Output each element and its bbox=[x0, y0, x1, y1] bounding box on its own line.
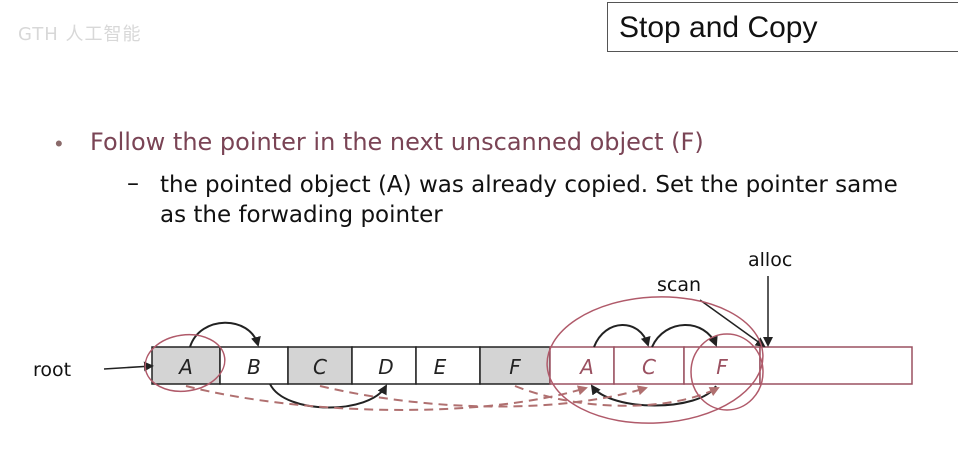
old-label-a: A bbox=[177, 355, 193, 379]
old-label-e: E bbox=[434, 355, 447, 379]
scan-arrow bbox=[699, 299, 766, 348]
scan-label: scan bbox=[657, 274, 701, 296]
pointer-a-to-b bbox=[189, 321, 261, 348]
sub-bullet-dash: – bbox=[127, 169, 139, 197]
root-label: root bbox=[33, 359, 71, 381]
new-cell-free bbox=[759, 346, 913, 385]
old-cell-e bbox=[415, 346, 481, 385]
new-label-c: C bbox=[642, 355, 656, 379]
old-cell-f bbox=[479, 346, 551, 385]
forwarding-pointer-c bbox=[319, 385, 648, 408]
new-cell-c bbox=[613, 346, 685, 385]
old-cell-d bbox=[351, 346, 417, 385]
old-label-f: F bbox=[509, 355, 521, 379]
alloc-label: alloc bbox=[748, 249, 792, 271]
new-label-a: A bbox=[578, 355, 594, 379]
highlight-circle-a bbox=[144, 333, 226, 393]
old-cell-b bbox=[219, 346, 289, 385]
old-label-d: D bbox=[378, 355, 393, 379]
bullet-text: Follow the pointer in the next unscanned… bbox=[90, 128, 704, 156]
root-arrow bbox=[103, 361, 154, 372]
old-label-b: B bbox=[247, 355, 261, 379]
forwarding-pointer-a bbox=[185, 385, 588, 411]
pointer-new-c-to-f bbox=[651, 324, 718, 348]
pointer-new-f-to-a bbox=[590, 384, 717, 407]
bullet-dot: • bbox=[55, 131, 63, 156]
highlight-circle-f bbox=[690, 333, 764, 411]
old-label-c: C bbox=[313, 355, 327, 379]
watermark-logo: GTH 人工智能 bbox=[18, 24, 142, 45]
highlight-circle-new-space bbox=[546, 296, 764, 424]
slide-title: Stop and Copy bbox=[619, 11, 818, 44]
pointer-new-a-to-c bbox=[593, 324, 651, 348]
old-cell-c bbox=[287, 346, 353, 385]
slide-title-box: Stop and Copy bbox=[607, 2, 958, 52]
new-label-f: F bbox=[716, 355, 728, 379]
sub-bullet-text: the pointed object (A) was already copie… bbox=[160, 172, 898, 228]
